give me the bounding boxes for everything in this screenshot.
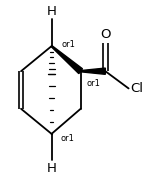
Text: or1: or1 xyxy=(60,134,74,143)
Text: or1: or1 xyxy=(62,40,76,49)
Text: H: H xyxy=(47,5,57,18)
Polygon shape xyxy=(81,68,105,74)
Text: O: O xyxy=(100,28,111,41)
Polygon shape xyxy=(51,46,82,74)
Text: Cl: Cl xyxy=(130,82,143,95)
Text: H: H xyxy=(47,162,57,175)
Text: or1: or1 xyxy=(86,79,100,88)
